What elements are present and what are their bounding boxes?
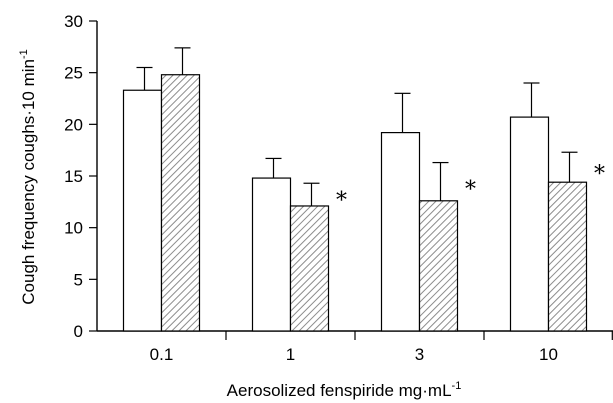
x-tick-label: 1 bbox=[286, 345, 295, 364]
y-axis-label-main: Cough frequency coughs·10 min bbox=[19, 59, 38, 305]
x-axis-label: Aerosolized fenspiride mg·mL-1 bbox=[227, 380, 462, 400]
x-axis-label-superscript: -1 bbox=[452, 380, 462, 392]
y-tick-label: 20 bbox=[64, 115, 83, 134]
y-tick-label: 10 bbox=[64, 219, 83, 238]
significance-markers: * * * bbox=[336, 162, 605, 214]
open-bar bbox=[251, 177, 292, 332]
x-tick-label: 3 bbox=[415, 345, 424, 364]
y-tick-label: 30 bbox=[64, 12, 83, 31]
significance-star: * bbox=[465, 177, 476, 202]
y-axis-ticks: 0 5 10 15 20 25 30 bbox=[64, 12, 97, 341]
significance-star: * bbox=[336, 188, 347, 213]
hatched-bar bbox=[418, 200, 459, 332]
open-bar bbox=[509, 116, 550, 332]
y-tick-label: 25 bbox=[64, 64, 83, 83]
x-tick-label: 0.1 bbox=[150, 345, 174, 364]
y-axis-label-superscript: -1 bbox=[18, 49, 30, 59]
open-bar bbox=[380, 132, 421, 332]
bars bbox=[122, 74, 588, 332]
y-tick-label: 5 bbox=[74, 270, 83, 289]
error-bars bbox=[136, 47, 578, 206]
y-tick-label: 15 bbox=[64, 167, 83, 186]
y-axis-label: Cough frequency coughs·10 min-1 bbox=[18, 49, 38, 304]
y-tick-label: 0 bbox=[74, 322, 83, 341]
x-axis-ticks: 0.1 1 3 10 bbox=[150, 331, 613, 364]
significance-star: * bbox=[594, 162, 605, 187]
hatched-bar bbox=[289, 205, 330, 332]
x-tick-label: 10 bbox=[539, 345, 558, 364]
hatched-bar bbox=[547, 181, 588, 332]
hatched-bar bbox=[160, 74, 201, 332]
open-bar bbox=[122, 89, 163, 332]
x-axis-label-main: Aerosolized fenspiride mg·mL bbox=[227, 381, 452, 400]
